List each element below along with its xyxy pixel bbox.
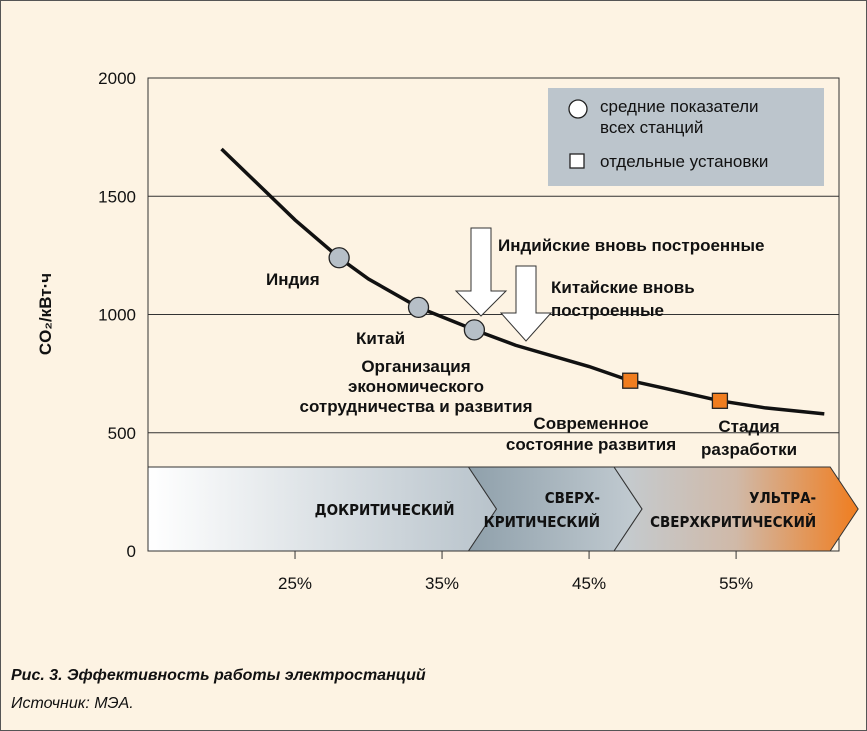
legend: средние показатели всех станций отдельны…	[548, 88, 824, 186]
y-axis-label: CO₂/кВт·ч	[36, 273, 55, 355]
band-label: ДОКРИТИЧЕСКИЙ	[315, 500, 455, 519]
point-label: Современное состояние развития	[506, 414, 676, 454]
y-tick-label: 500	[108, 424, 136, 443]
point-label: Индия	[266, 270, 320, 289]
label-line: Современное	[533, 414, 648, 433]
label-line: сотрудничества и развития	[300, 397, 533, 416]
y-tick-label: 0	[127, 542, 136, 561]
arrow	[454, 227, 508, 317]
x-tick-label: 25%	[278, 574, 312, 593]
y-tick-label: 2000	[98, 69, 136, 88]
point-label: Стадия разработки	[701, 417, 797, 459]
band-label: КРИТИЧЕСКИЙ	[484, 512, 600, 531]
legend-marker	[568, 99, 588, 119]
label-line: Стадия	[718, 417, 779, 436]
legend-label: средние показатели всех станций	[600, 97, 759, 137]
band-label: УЛЬТРА-	[749, 489, 816, 507]
label-line: разработки	[701, 440, 797, 459]
point-label: Организация экономического сотрудничества …	[300, 357, 533, 416]
y-tick-label: 1500	[98, 187, 136, 206]
label-line: Организация	[361, 357, 470, 376]
point-label: Китай	[356, 329, 405, 348]
point	[407, 296, 430, 319]
point	[328, 247, 350, 269]
x-tick-label: 55%	[719, 574, 753, 593]
point	[463, 319, 486, 341]
x-tick-label: 45%	[572, 574, 606, 593]
point	[711, 392, 729, 409]
source: Источник: МЭА.	[11, 695, 134, 712]
arrow	[499, 265, 553, 342]
legend-marker	[569, 153, 585, 169]
band-label: СВЕРХ-	[545, 489, 600, 507]
label-line: экономического	[348, 377, 484, 396]
annotation: Индийские вновь построенные	[498, 236, 764, 255]
band-label: СВЕРХКРИТИЧЕСКИЙ	[650, 512, 816, 531]
annotation: Китайские вновь построенные	[551, 278, 695, 320]
label-line: состояние развития	[506, 435, 676, 454]
legend-icons	[568, 99, 588, 169]
legend-label: отдельные установки	[600, 152, 769, 171]
band	[613, 466, 859, 552]
y-tick-label: 1000	[98, 306, 136, 325]
label-line: построенные	[551, 301, 664, 320]
point	[622, 372, 639, 389]
label-line: Китайские вновь	[551, 278, 695, 297]
caption: Рис. 3. Эффективность работы электростан…	[11, 667, 426, 684]
x-tick-label: 35%	[425, 574, 459, 593]
